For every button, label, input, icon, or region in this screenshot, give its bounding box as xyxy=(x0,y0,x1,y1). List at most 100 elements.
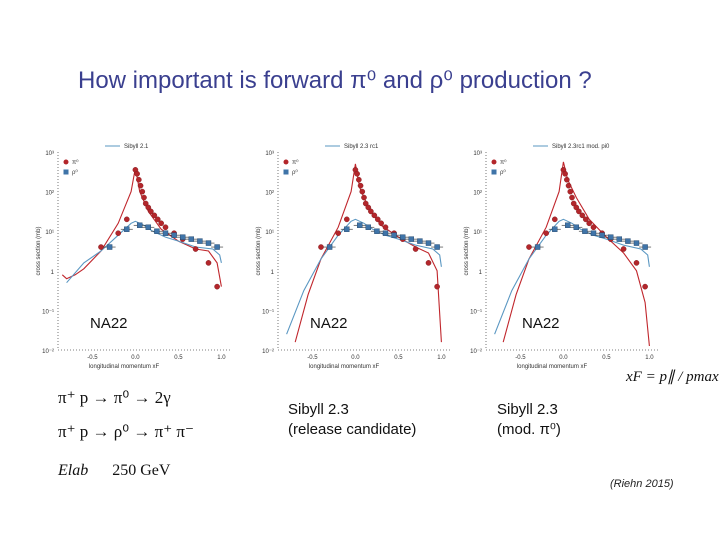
x-tick-label: 1.0 xyxy=(645,355,654,361)
rho0-data-point xyxy=(214,244,220,250)
pi0-data-point xyxy=(567,188,574,195)
rho0-data-point xyxy=(633,240,640,246)
y-tick-label: 10¹ xyxy=(265,230,274,236)
pi0-data-point xyxy=(162,224,169,231)
x-tick-label: -0.5 xyxy=(87,355,98,361)
pi0-data-point xyxy=(98,244,104,250)
pi0-data-point xyxy=(365,204,372,211)
pi0-data-point xyxy=(570,200,577,207)
rho0-data-point xyxy=(326,244,333,250)
caption-panel-2: Sibyll 2.3 (release candidate) xyxy=(288,400,416,440)
pi0-data-point xyxy=(154,216,161,223)
pi0-data-point xyxy=(214,283,220,290)
x-tick-label: 0.0 xyxy=(559,355,568,361)
chart-svg: 10⁻² 10⁻¹ 1 10¹ 10² 10³ -0.5 0.0 0.5 1.0 longitudi… xyxy=(256,144,450,370)
rho0-data-point xyxy=(382,230,389,236)
rho0-data-point xyxy=(399,234,406,240)
pi0-data-point xyxy=(562,170,568,177)
pi0-data-point xyxy=(382,224,389,231)
legend-marker-rho0 xyxy=(283,169,289,175)
legend-label-pi0: π⁰ xyxy=(292,159,299,166)
rho0-data-point xyxy=(534,244,541,250)
legend-label-pi0: π⁰ xyxy=(500,159,507,166)
pi0-data-point xyxy=(151,212,158,219)
pi0-data-point xyxy=(139,188,146,195)
rho0-data-point xyxy=(356,222,363,228)
y-axis-label: cross section (mb) xyxy=(256,226,262,275)
y-tick-label: 10⁻² xyxy=(262,349,274,355)
rho0-data-point xyxy=(625,238,631,244)
caption-panel-3: Sibyll 2.3 (mod. π⁰) xyxy=(497,400,561,440)
x-tick-label: 0.5 xyxy=(174,355,183,361)
x-tick-label: 0.5 xyxy=(602,355,611,361)
rho0-data-point xyxy=(408,236,415,242)
pi0-data-point xyxy=(115,230,121,236)
pi0-data-point xyxy=(357,182,364,189)
legend-label-rho0: ρ⁰ xyxy=(500,169,506,176)
rho0-data-point xyxy=(162,230,169,236)
pi0-model-line xyxy=(502,161,650,347)
y-axis-label: cross section (mb) xyxy=(464,226,470,275)
rho0-data-point xyxy=(205,240,212,246)
x-tick-label: 1.0 xyxy=(437,355,446,361)
pi0-data-point xyxy=(425,260,432,266)
chart-svg: 10⁻² 10⁻¹ 1 10¹ 10² 10³ -0.5 0.0 0.5 1.0 longitudi… xyxy=(464,144,658,370)
pi0-data-point xyxy=(145,204,152,211)
legend-marker-pi0 xyxy=(491,159,497,165)
pi0-data-point xyxy=(569,194,575,201)
rho0-data-point xyxy=(391,232,397,238)
rho0-model-line xyxy=(494,218,650,335)
y-tick-label: 10⁻¹ xyxy=(262,309,274,315)
rho0-data-point xyxy=(154,228,160,234)
y-tick-label: 10⁻² xyxy=(470,349,482,355)
rho0-data-point xyxy=(573,224,580,230)
y-tick-label: 10² xyxy=(473,191,482,197)
pi0-data-point xyxy=(141,194,147,201)
legend-model-label: Sibyll 2.3rc1 mod. pi0 xyxy=(552,144,610,150)
caption-line: Sibyll 2.3 xyxy=(288,401,349,418)
rho0-model-line xyxy=(66,220,222,284)
pi0-data-point xyxy=(335,230,341,236)
y-tick-label: 10³ xyxy=(265,151,274,157)
rho0-data-point xyxy=(344,226,350,232)
rho0-data-point xyxy=(197,238,203,244)
x-tick-label: 0.0 xyxy=(351,355,360,361)
pi0-data-point xyxy=(148,208,154,215)
rho0-data-point xyxy=(590,230,597,236)
pi0-data-point xyxy=(579,212,586,219)
pi0-data-point xyxy=(134,170,140,177)
x-tick-label: -0.5 xyxy=(307,355,318,361)
pi0-data-point xyxy=(359,188,366,195)
y-tick-label: 10² xyxy=(265,191,274,197)
legend-label-rho0: ρ⁰ xyxy=(292,169,298,176)
x-tick-label: 1.0 xyxy=(217,355,226,361)
pi0-data-point xyxy=(205,260,212,266)
pi0-data-point xyxy=(136,176,142,183)
reaction-rho0: π⁺ p → ρ⁰ → π⁺ π⁻ xyxy=(58,422,194,441)
pi0-data-point xyxy=(356,176,362,183)
xf-definition: xF = p∥ / pmax xyxy=(626,369,719,385)
pi0-data-point xyxy=(564,176,570,183)
pi0-data-point xyxy=(137,182,144,189)
y-tick-label: 10⁻¹ xyxy=(470,309,482,315)
pi0-data-point xyxy=(378,220,384,227)
experiment-label: NA22 xyxy=(90,315,128,332)
x-tick-label: -0.5 xyxy=(515,355,526,361)
pi0-data-point xyxy=(590,224,597,231)
pi0-data-point xyxy=(318,244,324,250)
energy-line: Elab 250 GeV xyxy=(58,462,170,480)
x-axis-label: longitudinal momentum xF xyxy=(89,364,160,370)
pi0-data-point xyxy=(142,200,149,207)
rho0-data-point xyxy=(124,226,130,232)
legend-label-pi0: π⁰ xyxy=(72,159,79,166)
y-tick-label: 10³ xyxy=(473,151,482,157)
legend-marker-pi0 xyxy=(283,159,289,165)
rho0-data-point xyxy=(145,224,152,230)
pi0-data-point xyxy=(642,283,648,290)
experiment-label: NA22 xyxy=(310,315,348,332)
rho0-data-point xyxy=(434,244,440,250)
rho0-data-point xyxy=(564,222,571,228)
pi0-data-point xyxy=(374,216,381,223)
pi0-data-point xyxy=(552,216,558,223)
experiment-label: NA22 xyxy=(522,315,560,332)
